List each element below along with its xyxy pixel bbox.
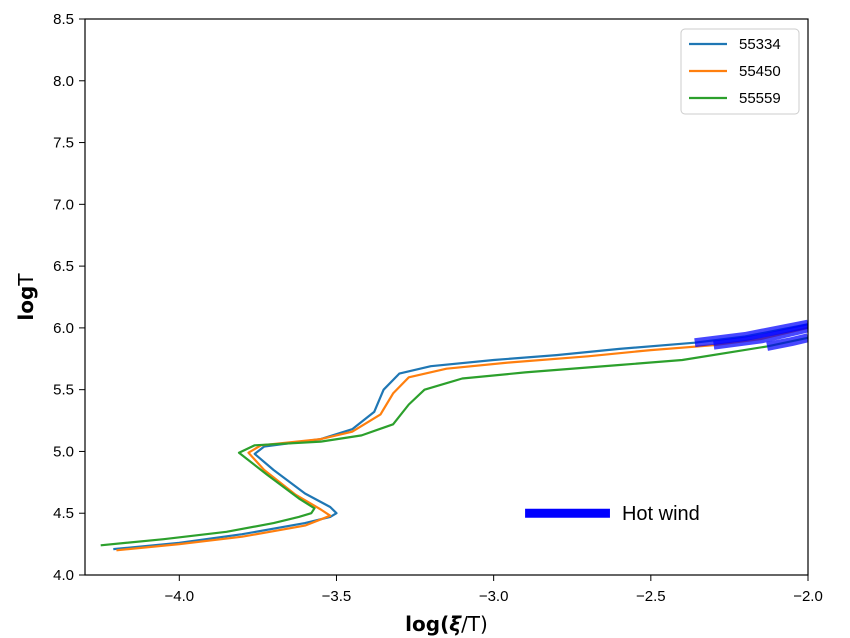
x-axis-label: log(ξ/T) (405, 612, 488, 636)
y-axis-label-tail: T (14, 273, 38, 287)
hot-wind-annotation: Hot wind (525, 503, 700, 525)
y-tick-label: 8.5 (53, 11, 74, 28)
x-tick-label: −3.5 (322, 588, 352, 605)
y-tick-label: 4.0 (53, 567, 74, 584)
hot-wind-segment-55450 (713, 323, 808, 350)
y-axis-label: logT (14, 273, 38, 321)
x-axis-label-xi: ξ (449, 612, 462, 636)
series-line-55334 (113, 323, 808, 551)
legend: 55334 55450 55559 (680, 28, 800, 115)
hot-wind-segments (694, 319, 808, 351)
y-tick-label: 8.0 (53, 73, 74, 90)
y-tick-label: 5.5 (53, 382, 74, 399)
y-tick-label: 7.0 (53, 196, 74, 213)
y-axis: 4.0 4.5 5.0 5.5 6.0 6.5 7.0 7.5 8.0 8.5 (53, 11, 85, 584)
plot-lines (100, 323, 808, 552)
x-axis: −4.0 −3.5 −3.0 −2.5 −2.0 (164, 575, 823, 605)
hot-wind-segment-55559 (766, 333, 808, 351)
y-tick-label: 5.0 (53, 443, 74, 460)
legend-label: 55334 (739, 36, 781, 53)
series-line-55450 (116, 326, 808, 552)
x-tick-label: −3.0 (479, 588, 509, 605)
series-line-55559 (100, 336, 808, 547)
legend-label: 55559 (739, 90, 781, 107)
x-axis-label-tail: /T) (461, 612, 488, 636)
y-tick-label: 4.5 (53, 505, 74, 522)
hot-wind-label: Hot wind (622, 503, 700, 525)
y-tick-label: 6.0 (53, 320, 74, 337)
legend-label: 55450 (739, 63, 781, 80)
y-axis-label-main: log (14, 286, 38, 321)
y-tick-label: 6.5 (53, 258, 74, 275)
y-tick-label: 7.5 (53, 135, 74, 152)
x-tick-label: −4.0 (164, 588, 194, 605)
legend-box (680, 28, 800, 115)
x-tick-label: −2.0 (793, 588, 823, 605)
x-axis-label-main: log( (405, 612, 449, 636)
x-tick-label: −2.5 (636, 588, 666, 605)
plot-frame (84, 18, 809, 576)
